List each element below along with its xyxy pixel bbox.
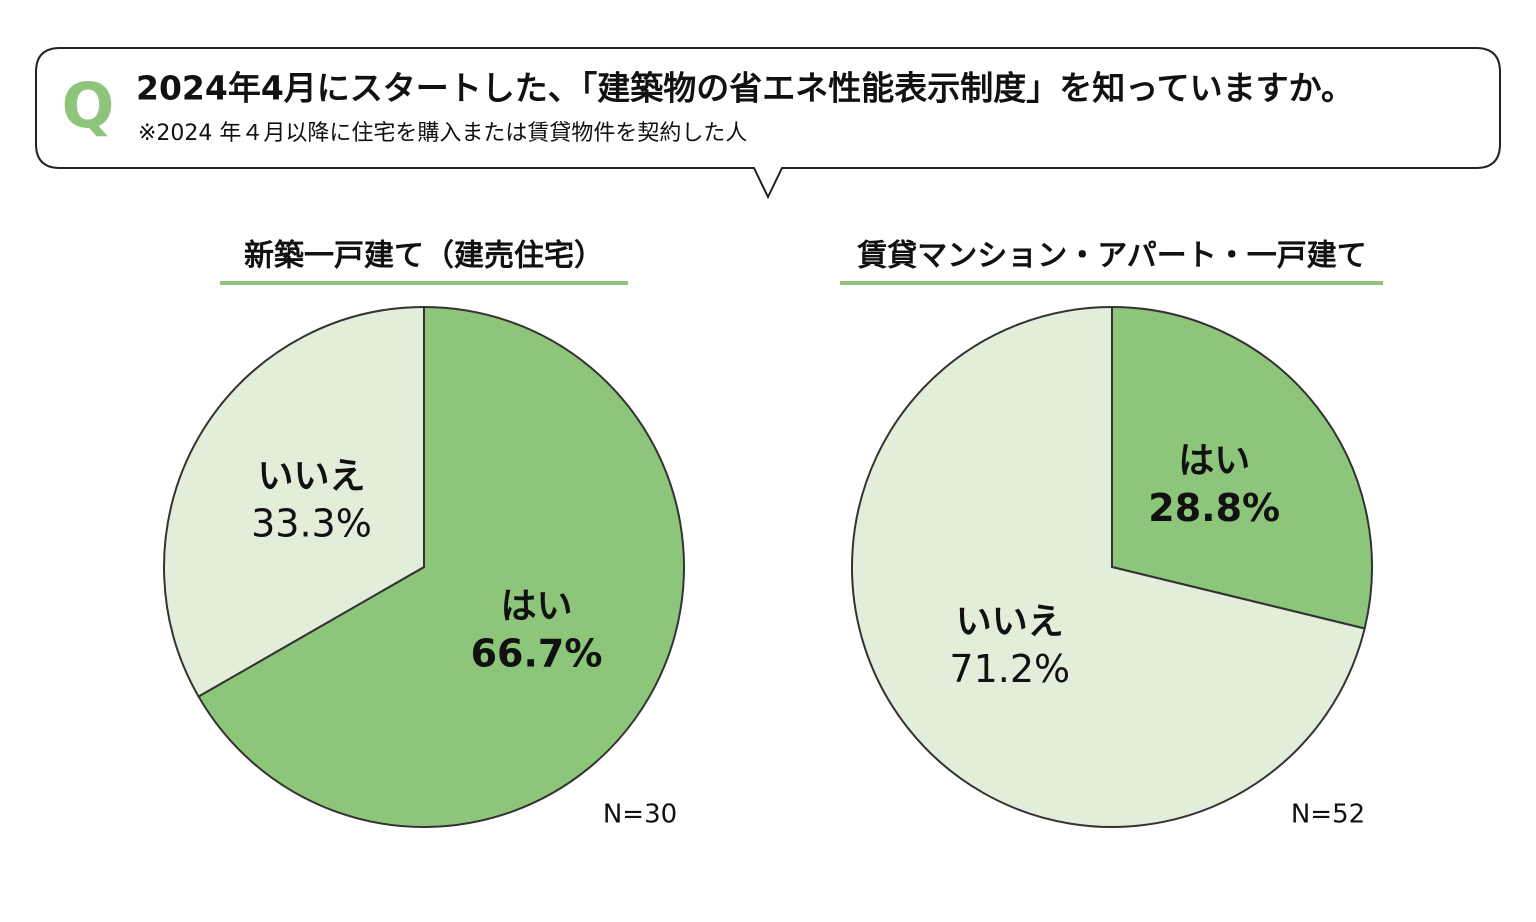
sample-size: N=52: [1291, 800, 1365, 830]
pie-slice: [163, 305, 425, 698]
slice-label: いいえ: [956, 601, 1064, 642]
speech-bubble: [35, 47, 1501, 200]
chart-title: 新築一戸建て（建売住宅）: [244, 239, 604, 274]
slice-label: はい: [501, 586, 573, 627]
sample-size: N=30: [603, 800, 677, 830]
value-label: 33.3%: [251, 501, 372, 545]
value-label: 28.8%: [1148, 486, 1280, 530]
value-label: 66.7%: [471, 632, 603, 676]
value-label: 71.2%: [949, 647, 1070, 691]
chart-title: 賃貸マンション・アパート・一戸建て: [856, 239, 1366, 274]
pie-slice: [851, 305, 1366, 828]
slice-label: はい: [1178, 441, 1250, 482]
pie-slice: [1111, 305, 1373, 630]
question: 2024年4月にスタートした、「建築物の省エネ性能表示制度」を知っていますか。: [136, 69, 1354, 108]
q-mark: Q: [62, 69, 115, 142]
note: ※2024 年４月以降に住宅を購入または賃貸物件を契約した人: [138, 121, 747, 146]
pie-slice: [197, 305, 685, 828]
slice-label: いいえ: [257, 456, 365, 497]
